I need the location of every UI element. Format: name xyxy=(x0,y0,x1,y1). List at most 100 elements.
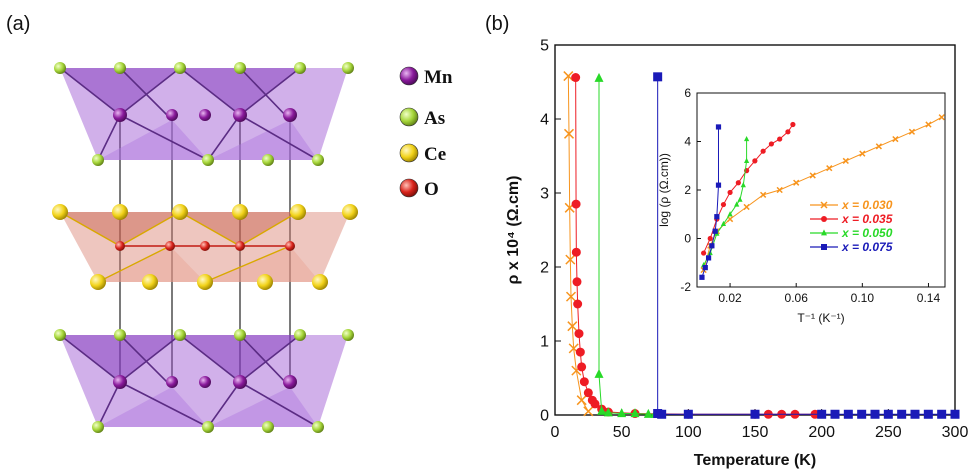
main-x-tick-label: 250 xyxy=(875,424,902,441)
main-data-point xyxy=(883,409,893,419)
main-y-axis-label: ρ x 10⁴ (Ω.cm) xyxy=(505,176,522,285)
as-atom xyxy=(174,62,186,74)
mn-atom xyxy=(199,376,211,388)
inset-x-tick-label: 0.14 xyxy=(917,291,941,305)
inset-data-point xyxy=(760,148,766,154)
main-series-line xyxy=(567,76,589,412)
inset-data-point xyxy=(735,180,741,186)
main-x-tick-label: 200 xyxy=(808,424,835,441)
inset-data-point xyxy=(714,214,720,220)
o-swatch-icon xyxy=(399,178,419,198)
inset-legend-item: x = 0.050 xyxy=(810,226,893,240)
legend-as-label: As xyxy=(424,108,445,129)
inset-data-point xyxy=(785,129,791,135)
inset-y-axis-label: log (ρ (Ω.cm)) xyxy=(657,153,671,227)
panel-a-label: (a) xyxy=(6,13,30,35)
inset-data-point xyxy=(892,135,899,143)
o-atom xyxy=(285,241,295,251)
inset-legend-marker xyxy=(821,244,827,250)
inset-data-point xyxy=(699,274,705,280)
inset-data-point xyxy=(715,124,722,130)
legend-ce: Ce xyxy=(399,143,446,165)
main-y-tick-label: 2 xyxy=(540,260,549,277)
ce-atom xyxy=(232,204,248,220)
legend-ce-label: Ce xyxy=(424,144,446,165)
inset-legend-label: x = 0.075 xyxy=(841,240,893,254)
main-data-point xyxy=(594,368,604,378)
inset-data-point xyxy=(744,135,750,142)
main-data-point xyxy=(683,409,693,419)
inset-legend-label: x = 0.030 xyxy=(841,198,893,212)
inset-data-point xyxy=(734,201,740,207)
main-data-point xyxy=(950,409,960,419)
inset-data-point xyxy=(925,121,932,128)
main-x-tick-label: 150 xyxy=(742,424,769,441)
main-series xyxy=(563,71,594,417)
inset-y-tick-label: 2 xyxy=(684,183,691,197)
panel-b-label: (b) xyxy=(485,13,509,35)
ce-atom xyxy=(257,274,273,290)
ce-atom xyxy=(312,274,328,290)
inset-data-point xyxy=(727,211,733,217)
main-data-point xyxy=(870,409,880,419)
inset-data-point xyxy=(752,158,758,164)
legend-as: As xyxy=(399,107,445,129)
main-data-point xyxy=(817,409,827,419)
inset-data-point xyxy=(777,136,783,142)
inset-data-point xyxy=(760,191,767,198)
main-series-line xyxy=(657,76,955,415)
inset-data-point xyxy=(826,165,833,172)
as-atom xyxy=(234,62,246,74)
as-atom xyxy=(202,154,214,166)
inset-data-point xyxy=(737,196,743,202)
as-atom xyxy=(294,62,306,74)
main-data-point xyxy=(594,72,604,82)
as-atom xyxy=(114,329,126,341)
main-data-point xyxy=(572,277,582,287)
as-atoms-top xyxy=(54,62,354,166)
mn-atom xyxy=(199,109,211,121)
ce-atom xyxy=(342,204,358,220)
inset-data-point xyxy=(740,182,746,188)
mn-atom xyxy=(166,376,178,388)
main-data-point xyxy=(571,73,581,83)
main-data-point xyxy=(830,409,840,419)
inset-legend-marker xyxy=(821,229,827,236)
inset-data-point xyxy=(938,114,945,121)
legend-o: O xyxy=(399,178,439,200)
main-data-point xyxy=(843,409,853,419)
inset-x-axis-label: T⁻¹ (K⁻¹) xyxy=(797,311,844,325)
inset-data-point xyxy=(727,189,733,196)
as-swatch-icon xyxy=(399,107,419,127)
main-x-tick-label: 50 xyxy=(613,424,631,441)
inset-data-point xyxy=(768,141,775,147)
mnas-layer-bottom xyxy=(54,329,354,433)
ce-atom xyxy=(290,204,306,220)
main-data-point xyxy=(583,406,594,417)
inset-series xyxy=(699,124,722,280)
as-atom xyxy=(262,421,274,433)
as-atom xyxy=(92,154,104,166)
main-data-point xyxy=(590,399,600,409)
main-series xyxy=(653,72,960,419)
main-data-point xyxy=(910,409,920,419)
as-atom xyxy=(342,329,354,341)
inset-data-point xyxy=(809,172,816,179)
ce-atom xyxy=(90,274,106,290)
main-data-point xyxy=(750,409,760,419)
inset-y-tick-label: -2 xyxy=(680,280,691,294)
as-atom xyxy=(234,329,246,341)
main-data-point xyxy=(565,291,577,302)
inset-data-point xyxy=(875,143,882,150)
mn-atom xyxy=(166,109,178,121)
as-atom xyxy=(54,329,66,341)
main-data-point xyxy=(857,409,867,419)
as-atom xyxy=(312,421,324,433)
main-data-point xyxy=(571,199,581,209)
ceo-layer xyxy=(52,204,358,290)
inset-data-point xyxy=(859,150,866,157)
inset-legend-marker xyxy=(820,201,828,209)
inset-data-point xyxy=(720,220,727,227)
inset-data-point xyxy=(790,121,796,128)
